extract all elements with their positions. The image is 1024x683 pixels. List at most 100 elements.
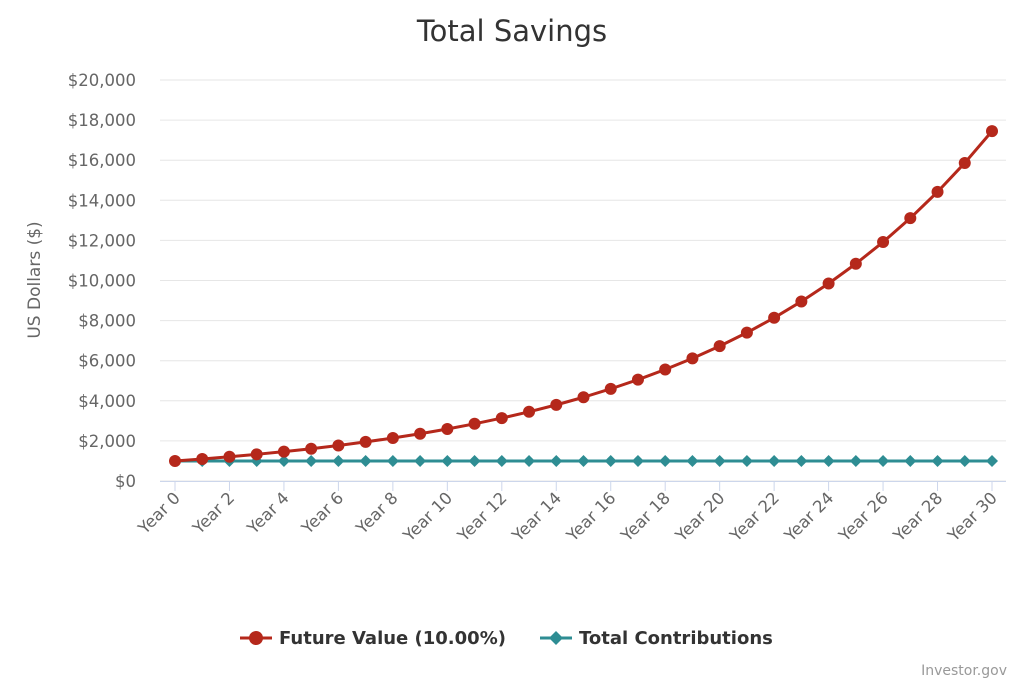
data-point-total-contributions[interactable] xyxy=(713,454,726,467)
y-axis-tick-labels: $0 $2,000 $4,000 $6,000 $8,000 $10,000 $12,000… xyxy=(68,71,136,491)
y-tick-label: $2,000 xyxy=(78,432,136,451)
data-point-total-contributions[interactable] xyxy=(386,454,399,467)
data-point-total-contributions[interactable] xyxy=(686,454,699,467)
data-point-total-contributions[interactable] xyxy=(659,454,672,467)
data-point-total-contributions[interactable] xyxy=(332,454,345,467)
data-point-future-value-10-00[interactable] xyxy=(550,398,563,411)
data-point-future-value-10-00[interactable] xyxy=(877,236,890,249)
data-point-future-value-10-00[interactable] xyxy=(849,257,862,270)
data-point-total-contributions[interactable] xyxy=(441,454,454,467)
data-point-total-contributions[interactable] xyxy=(849,454,862,467)
legend-label-future-value: Future Value (10.00%) xyxy=(279,628,506,649)
data-point-future-value-10-00[interactable] xyxy=(931,185,944,198)
series-total-contributions[interactable] xyxy=(169,454,998,467)
legend-marker-total-contributions xyxy=(549,631,563,645)
data-point-future-value-10-00[interactable] xyxy=(986,125,998,138)
y-axis-label: US Dollars ($) xyxy=(25,221,45,338)
x-tick-label: Year 28 xyxy=(889,488,946,545)
credit-investor-gov[interactable]: Investor.gov xyxy=(921,663,1007,679)
x-tick-label: Year 16 xyxy=(562,488,619,545)
series xyxy=(169,125,998,467)
data-point-future-value-10-00[interactable] xyxy=(958,156,971,169)
data-point-future-value-10-00[interactable] xyxy=(713,340,726,353)
data-point-future-value-10-00[interactable] xyxy=(414,427,427,440)
data-point-future-value-10-00[interactable] xyxy=(169,454,181,467)
x-tick-label: Year 2 xyxy=(188,488,238,538)
data-point-future-value-10-00[interactable] xyxy=(631,373,644,386)
legend-item-total-contributions[interactable]: Total Contributions xyxy=(540,628,773,649)
data-point-total-contributions[interactable] xyxy=(277,454,290,467)
y-tick-label: $6,000 xyxy=(78,352,136,371)
data-point-future-value-10-00[interactable] xyxy=(577,391,590,404)
legend-marker-future-value xyxy=(249,631,263,645)
data-point-total-contributions[interactable] xyxy=(631,454,644,467)
data-point-total-contributions[interactable] xyxy=(604,454,617,467)
x-tick-label: Year 24 xyxy=(780,488,837,545)
data-point-future-value-10-00[interactable] xyxy=(795,295,808,308)
y-tick-label: $4,000 xyxy=(78,392,136,411)
y-tick-label: $18,000 xyxy=(68,111,136,130)
data-point-future-value-10-00[interactable] xyxy=(904,212,917,225)
data-point-future-value-10-00[interactable] xyxy=(359,435,372,448)
data-point-future-value-10-00[interactable] xyxy=(768,311,781,324)
data-point-total-contributions[interactable] xyxy=(958,454,971,467)
y-tick-label: $12,000 xyxy=(68,231,136,250)
legend-item-future-value[interactable]: Future Value (10.00%) xyxy=(240,628,506,649)
data-point-total-contributions[interactable] xyxy=(550,454,563,467)
data-point-total-contributions[interactable] xyxy=(740,454,753,467)
data-point-total-contributions[interactable] xyxy=(523,454,536,467)
x-tick-label: Year 18 xyxy=(617,488,674,545)
data-point-future-value-10-00[interactable] xyxy=(495,412,508,425)
y-tick-label: $0 xyxy=(115,472,136,491)
data-point-future-value-10-00[interactable] xyxy=(468,417,481,430)
x-tick-label: Year 6 xyxy=(297,488,347,538)
data-point-total-contributions[interactable] xyxy=(468,454,481,467)
data-point-future-value-10-00[interactable] xyxy=(822,277,835,290)
legend-label-total-contributions: Total Contributions xyxy=(579,628,773,649)
data-point-total-contributions[interactable] xyxy=(877,454,890,467)
chart-title: Total Savings xyxy=(416,14,607,48)
x-tick-label: Year 20 xyxy=(671,488,728,545)
x-tick-label: Year 10 xyxy=(399,488,456,545)
y-tick-label: $20,000 xyxy=(68,71,136,90)
data-point-total-contributions[interactable] xyxy=(414,454,427,467)
data-point-future-value-10-00[interactable] xyxy=(659,363,672,376)
x-tick-label: Year 26 xyxy=(834,488,891,545)
data-point-total-contributions[interactable] xyxy=(904,454,917,467)
x-tick-label: Year 12 xyxy=(453,488,510,545)
gridlines xyxy=(160,79,1006,482)
x-tick-label: Year 8 xyxy=(352,488,402,538)
data-point-total-contributions[interactable] xyxy=(986,454,998,467)
data-point-future-value-10-00[interactable] xyxy=(250,448,263,461)
data-point-future-value-10-00[interactable] xyxy=(332,439,345,452)
y-tick-label: $8,000 xyxy=(78,312,136,331)
data-point-total-contributions[interactable] xyxy=(931,454,944,467)
data-point-future-value-10-00[interactable] xyxy=(277,445,290,458)
series-future-value-10-00[interactable] xyxy=(169,125,998,467)
x-tick-label: Year 4 xyxy=(243,488,293,538)
data-point-total-contributions[interactable] xyxy=(577,454,590,467)
data-point-total-contributions[interactable] xyxy=(822,454,835,467)
y-tick-label: $14,000 xyxy=(68,191,136,210)
data-point-total-contributions[interactable] xyxy=(495,454,508,467)
data-point-future-value-10-00[interactable] xyxy=(386,432,399,445)
data-point-future-value-10-00[interactable] xyxy=(196,452,209,465)
data-point-future-value-10-00[interactable] xyxy=(305,442,318,455)
data-point-total-contributions[interactable] xyxy=(359,454,372,467)
y-tick-label: $16,000 xyxy=(68,151,136,170)
data-point-future-value-10-00[interactable] xyxy=(441,422,454,435)
data-point-future-value-10-00[interactable] xyxy=(740,326,753,339)
data-point-total-contributions[interactable] xyxy=(795,454,808,467)
series-line-future-value-10-00 xyxy=(173,129,994,463)
data-point-future-value-10-00[interactable] xyxy=(223,450,236,463)
data-point-future-value-10-00[interactable] xyxy=(604,382,617,395)
x-tick-label: Year 30 xyxy=(943,488,1000,545)
y-tick-label: $10,000 xyxy=(68,272,136,291)
data-point-total-contributions[interactable] xyxy=(768,454,781,467)
data-point-total-contributions[interactable] xyxy=(305,454,318,467)
legend[interactable]: Future Value (10.00%) Total Contribution… xyxy=(240,628,773,649)
data-point-future-value-10-00[interactable] xyxy=(523,405,536,418)
x-tick-label: Year 14 xyxy=(508,488,565,545)
data-point-future-value-10-00[interactable] xyxy=(686,352,699,365)
